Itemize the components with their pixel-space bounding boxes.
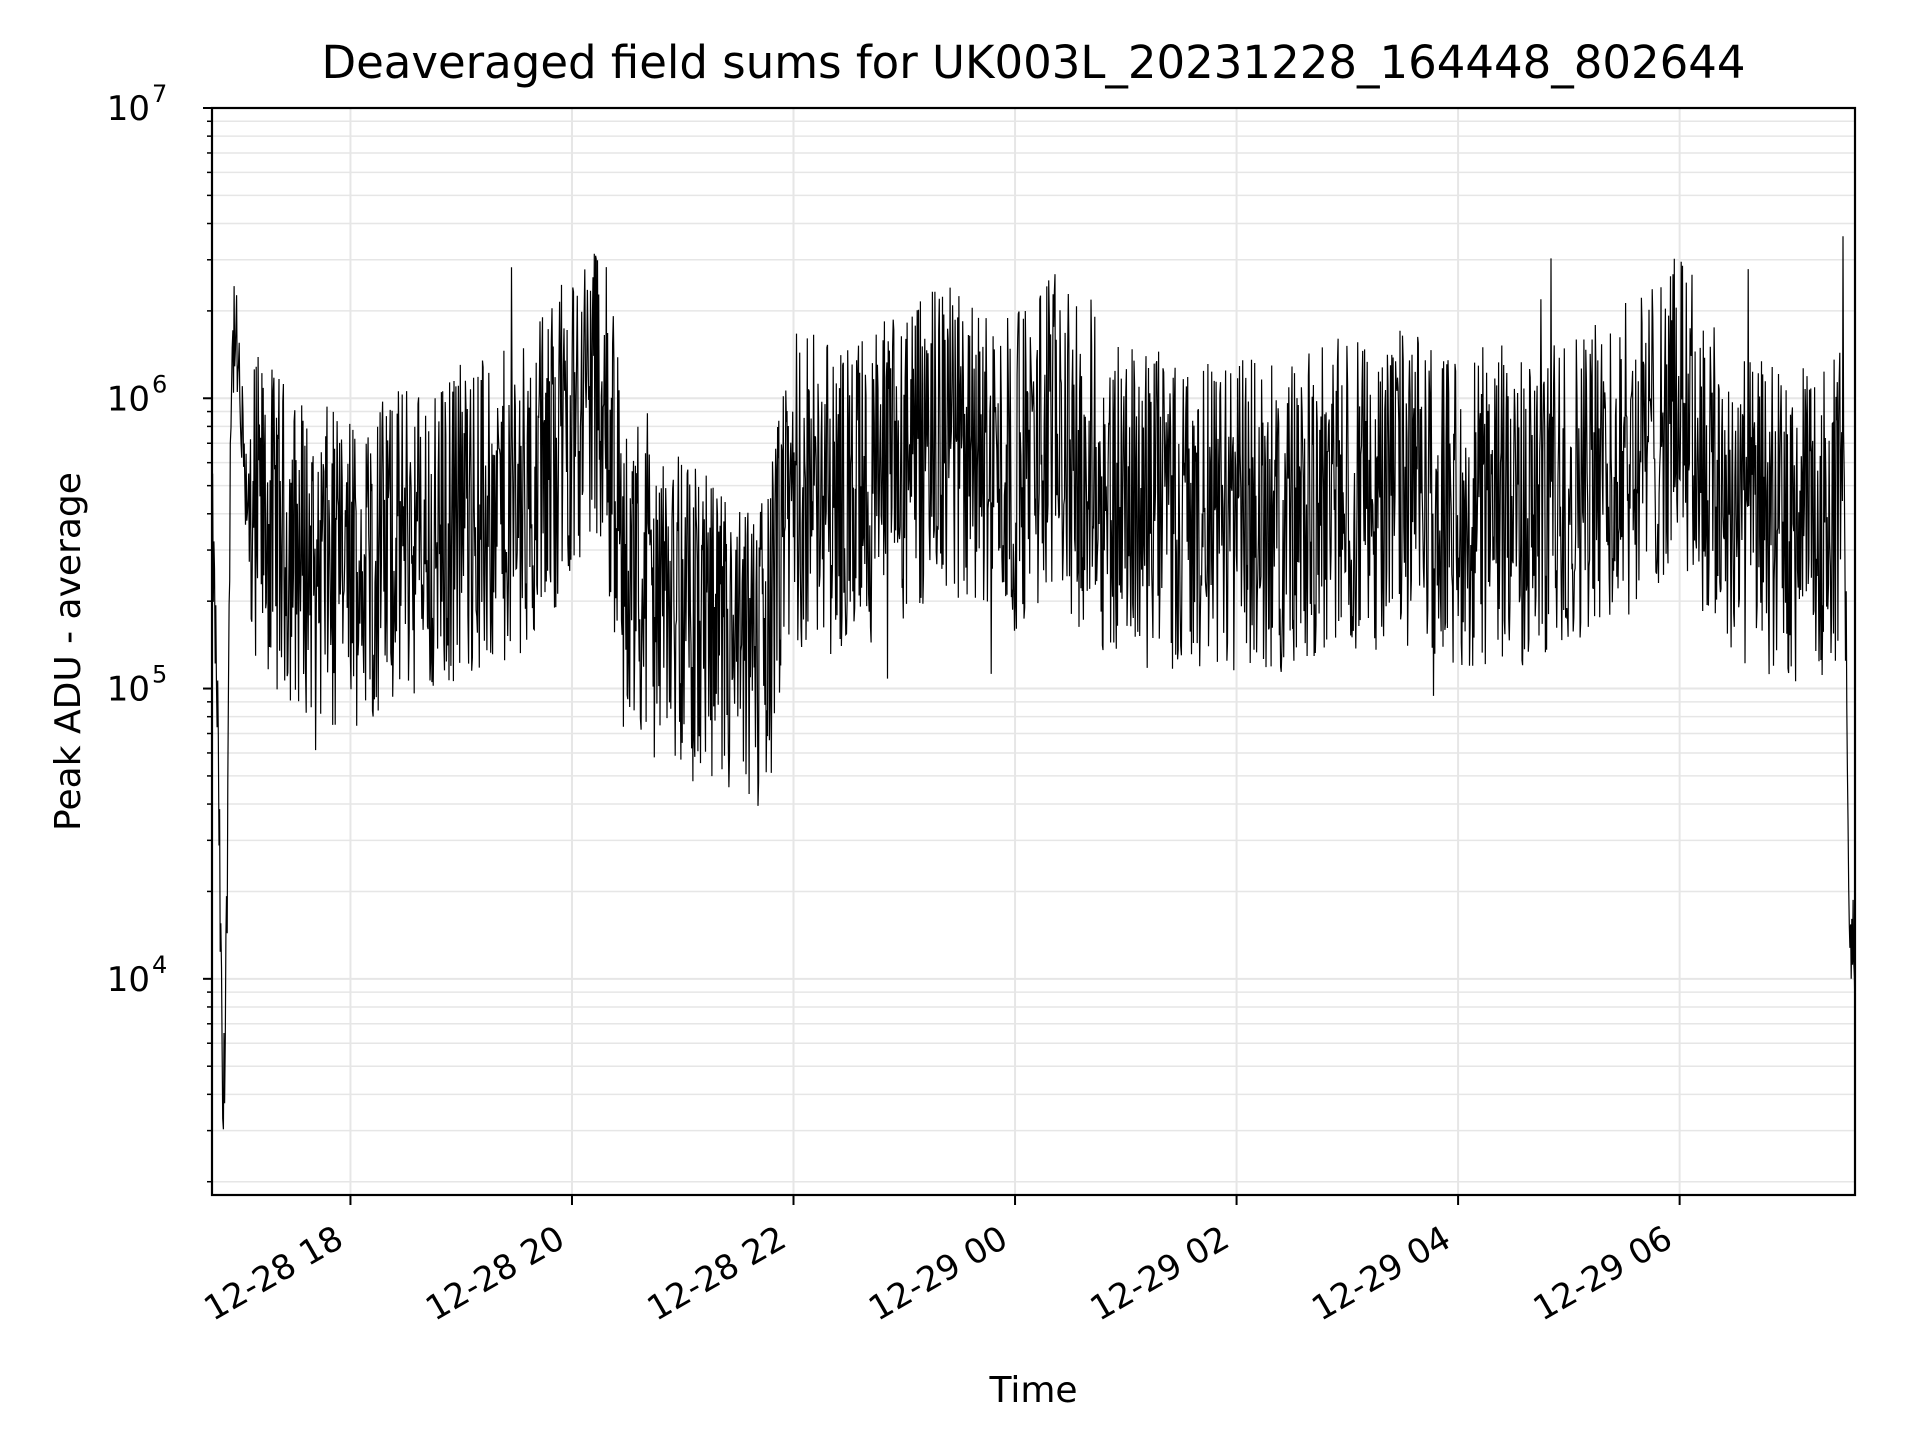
y-tick-exponent: 4	[152, 951, 167, 979]
plot-area	[211, 236, 1856, 1130]
y-tick-label: 10	[107, 960, 150, 1000]
series-line	[211, 236, 1856, 1130]
y-tick-label: 10	[107, 670, 150, 710]
chart-title: Deaveraged field sums for UK003L_2023122…	[321, 36, 1745, 89]
y-tick-exponent: 6	[152, 370, 167, 398]
y-tick-exponent: 5	[152, 661, 167, 689]
y-tick-label: 10	[107, 379, 150, 419]
y-tick-label: 10	[107, 89, 150, 129]
x-axis-label: Time	[988, 1370, 1077, 1411]
y-tick-exponent: 7	[152, 80, 167, 108]
y-axis-label: Peak ADU - average	[48, 472, 89, 831]
axes-frame	[210, 106, 1857, 1197]
